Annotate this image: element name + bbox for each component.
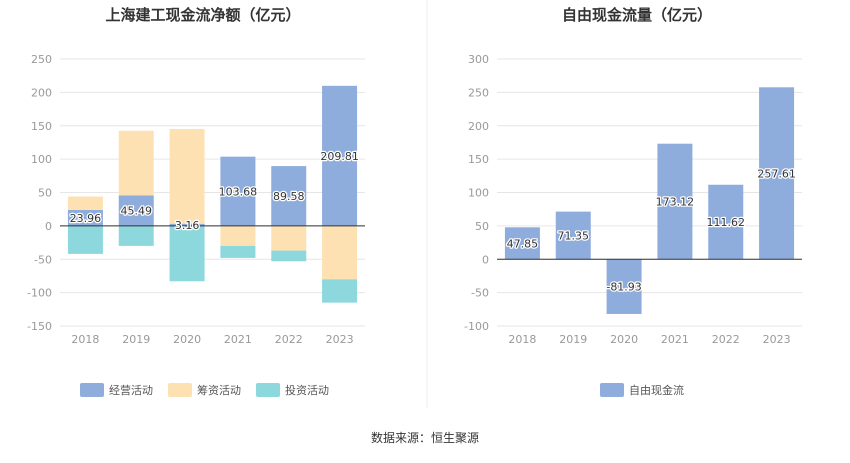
right-y-tick-label: 50 — [475, 220, 489, 233]
right-y-tick-label: 250 — [468, 86, 489, 99]
left-x-tick-label: 2021 — [224, 333, 252, 346]
right-grid — [497, 58, 802, 327]
left-data-label-2020: 3.16 — [175, 219, 200, 232]
left-bar-2020-s2 — [169, 225, 205, 282]
left-bar-2020-s0 — [169, 223, 205, 226]
right-y-tick-label: -100 — [464, 320, 489, 333]
right-y-axis: -100 -50 0 50 100 150 200 250 300 — [464, 53, 489, 333]
left-legend-label[interactable]: 筹资活动 — [197, 383, 241, 397]
left-x-axis: 2018 2019 2020 2021 2022 2023 — [71, 333, 353, 346]
left-bar-2021-s2 — [220, 245, 256, 258]
data-source: 数据来源：恒生聚源 — [371, 430, 479, 445]
left-x-tick-label: 2019 — [122, 333, 150, 346]
left-y-tick-label: 250 — [31, 53, 52, 66]
left-x-tick-label: 2023 — [326, 333, 354, 346]
left-legend-swatch[interactable] — [168, 383, 192, 397]
left-y-tick-label: 150 — [31, 120, 52, 133]
left-data-label-2021: 103.68 — [219, 185, 258, 198]
right-data-label-2020: -81.93 — [606, 281, 641, 294]
left-y-tick-label: -150 — [27, 320, 52, 333]
free-cash-flow-chart: 自由现金流量（亿元） -100 -50 0 50 100 150 200 250 300 47.… — [464, 6, 802, 397]
left-bar-2022-s0 — [271, 166, 307, 226]
right-x-tick-label: 2019 — [559, 333, 587, 346]
left-y-axis: -150 -100 -50 0 50 100 150 200 250 — [27, 53, 52, 333]
right-legend-label[interactable]: 自由现金流 — [629, 383, 684, 397]
right-y-tick-label: 150 — [468, 153, 489, 166]
left-bar-2019-s1 — [118, 130, 154, 196]
right-x-tick-label: 2021 — [661, 333, 689, 346]
right-bar-2018-s0 — [504, 227, 540, 260]
right-bar-2021-s0 — [657, 143, 693, 260]
left-y-tick-label: -100 — [27, 287, 52, 300]
right-y-tick-label: 0 — [482, 253, 489, 266]
left-legend-label[interactable]: 经营活动 — [109, 383, 153, 397]
right-data-label-2022: 111.62 — [707, 216, 746, 229]
left-bars — [67, 85, 358, 303]
left-bar-2021-s0 — [220, 156, 256, 226]
left-legend-swatch[interactable] — [80, 383, 104, 397]
left-bar-2020-s1 — [169, 128, 205, 224]
cash-flow-chart: 上海建工现金流净额（亿元） -150 -100 -50 0 50 100 150 200 250… — [27, 6, 365, 397]
left-legend: 经营活动 筹资活动 投资活动 — [80, 383, 329, 397]
right-y-tick-label: -50 — [471, 287, 489, 300]
right-y-tick-label: 300 — [468, 53, 489, 66]
right-data-label-2023: 257.61 — [757, 167, 796, 180]
right-bars — [504, 87, 795, 314]
right-y-tick-label: 100 — [468, 187, 489, 200]
left-data-label-2018: 23.96 — [70, 212, 102, 225]
left-bar-2021-s1 — [220, 225, 256, 246]
right-legend-swatch[interactable] — [600, 383, 624, 397]
left-y-tick-label: 200 — [31, 86, 52, 99]
left-data-label-2022: 89.58 — [273, 190, 305, 203]
left-bar-2023-s1 — [322, 225, 358, 280]
right-chart-title: 自由现金流量（亿元） — [562, 6, 712, 24]
left-bar-2023-s0 — [322, 85, 358, 226]
right-x-axis: 2018 2019 2020 2021 2022 2023 — [508, 333, 790, 346]
right-data-labels: 47.85 71.35 -81.93 173.12 111.62 257.61 — [505, 166, 797, 295]
left-x-tick-label: 2018 — [71, 333, 99, 346]
left-bar-2022-s2 — [271, 250, 307, 262]
right-data-label-2018: 47.85 — [507, 237, 539, 250]
left-legend-label[interactable]: 投资活动 — [285, 383, 329, 397]
left-y-tick-label: -50 — [34, 253, 52, 266]
left-legend-swatch[interactable] — [256, 383, 280, 397]
right-data-label-2021: 173.12 — [656, 195, 695, 208]
left-y-tick-label: 50 — [38, 187, 52, 200]
left-x-tick-label: 2020 — [173, 333, 201, 346]
right-bar-2023-s0 — [759, 87, 795, 260]
left-data-label-2023: 209.81 — [320, 150, 359, 163]
left-bar-2018-s2 — [67, 225, 103, 254]
left-bar-2019-s2 — [118, 225, 154, 246]
right-bar-2022-s0 — [708, 184, 744, 260]
left-bar-2018-s1 — [67, 196, 103, 210]
right-x-tick-label: 2023 — [763, 333, 791, 346]
right-data-label-2019: 71.35 — [558, 229, 590, 242]
left-data-label-2019: 45.49 — [121, 205, 153, 218]
right-bar-2019-s0 — [555, 211, 591, 260]
right-x-tick-label: 2022 — [712, 333, 740, 346]
right-legend: 自由现金流 — [600, 383, 684, 397]
left-bar-2023-s2 — [322, 279, 358, 303]
left-bar-2022-s1 — [271, 225, 307, 251]
left-grid — [60, 58, 365, 327]
left-data-labels: 23.96 45.49 3.16 103.68 89.58 209.81 — [68, 149, 360, 233]
left-y-tick-label: 0 — [45, 220, 52, 233]
left-bar-2019-s0 — [118, 195, 154, 226]
right-x-tick-label: 2020 — [610, 333, 638, 346]
left-y-tick-label: 100 — [31, 153, 52, 166]
right-y-tick-label: 200 — [468, 120, 489, 133]
left-chart-title: 上海建工现金流净额（亿元） — [105, 6, 300, 24]
left-bar-2018-s0 — [67, 209, 103, 226]
right-x-tick-label: 2018 — [508, 333, 536, 346]
right-bar-2020-s0 — [606, 259, 642, 314]
left-x-tick-label: 2022 — [275, 333, 303, 346]
